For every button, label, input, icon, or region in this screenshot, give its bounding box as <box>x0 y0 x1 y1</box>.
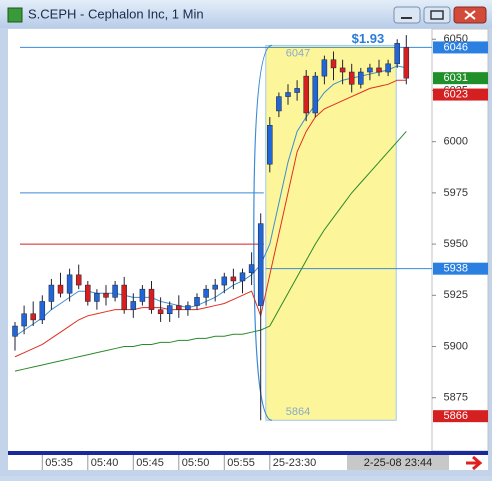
x-tick-label: 05:45 <box>136 457 164 469</box>
candle-body <box>403 47 410 79</box>
candle-body <box>394 43 400 65</box>
price-marker <box>433 410 488 423</box>
candle-body <box>212 284 218 290</box>
app-icon <box>7 7 23 23</box>
cursor-time: 2-25-08 23:44 <box>364 457 433 469</box>
candle-body <box>330 59 337 69</box>
candle-body <box>230 276 237 282</box>
candle-body <box>248 264 255 274</box>
candle-body <box>130 301 137 310</box>
candle-body <box>176 305 182 310</box>
candle-body <box>303 75 309 114</box>
price-marker-label: 6046 <box>444 41 468 53</box>
y-tick-label: 5950 <box>444 238 468 250</box>
selection-box <box>265 44 397 421</box>
price-marker <box>433 72 488 85</box>
candle-body <box>57 284 64 294</box>
candle-body <box>385 63 391 73</box>
candle-body <box>94 293 100 302</box>
y-tick-label: 5975 <box>444 187 468 199</box>
price-marker-label: 6031 <box>444 72 468 84</box>
candle-body <box>321 59 328 77</box>
y-tick-label: 6000 <box>444 136 468 148</box>
moving-average <box>14 65 407 337</box>
candle-body <box>66 274 73 294</box>
maximize-button[interactable] <box>423 6 451 24</box>
candle-body <box>358 71 364 85</box>
candle-body <box>148 288 155 310</box>
candle-body <box>221 276 228 286</box>
change-label: $1.93 <box>352 31 385 46</box>
candle-body <box>139 288 146 302</box>
candle-body <box>276 96 282 112</box>
price-marker <box>433 88 488 101</box>
candle-body <box>85 284 91 302</box>
candle-body <box>121 284 127 310</box>
candle-body <box>285 92 291 97</box>
candle-body <box>30 313 36 321</box>
selection-outline <box>253 44 272 421</box>
y-tick-label: 5900 <box>444 340 468 352</box>
moving-average <box>14 79 407 358</box>
selection-low-label: 5864 <box>286 406 310 418</box>
x-tick-label: 05:55 <box>227 457 255 469</box>
price-marker-label: 6023 <box>444 88 468 100</box>
x-tick-label: 05:35 <box>45 457 73 469</box>
window-title: S.CEPH - Cephalon Inc, 1 Min <box>28 6 204 21</box>
y-tick-label: 5925 <box>444 289 468 301</box>
candle-body <box>203 288 209 298</box>
candle-body <box>257 223 264 306</box>
candle-body <box>348 71 355 85</box>
scroll-bar[interactable] <box>8 451 488 455</box>
candle-body <box>376 67 382 73</box>
candle-body <box>112 284 118 298</box>
maximize-glyph <box>430 10 444 20</box>
candle-body <box>48 284 55 302</box>
candle-body <box>185 305 191 310</box>
chart: 60475864$1.93605060256000597559505925590… <box>12 31 488 470</box>
price-marker-label: 5866 <box>444 410 468 422</box>
cursor-time-box <box>347 455 449 470</box>
candle-body <box>157 309 164 314</box>
moving-average <box>14 131 407 372</box>
candle-body <box>267 125 273 165</box>
candle-body <box>12 325 18 337</box>
y-tick-label: 5875 <box>444 392 468 404</box>
candle-body <box>239 272 246 282</box>
price-marker <box>433 41 488 54</box>
candle-body <box>39 301 46 321</box>
price-marker <box>433 262 488 275</box>
candle-body <box>194 297 200 306</box>
candle-body <box>166 305 173 314</box>
candle-body <box>103 293 109 298</box>
candle-body <box>21 313 27 327</box>
scroll-right-arrow[interactable] <box>466 455 483 471</box>
candle-body <box>75 274 82 286</box>
candle-body <box>294 88 300 93</box>
x-tick-label: 05:50 <box>182 457 210 469</box>
x-tick-label: 25-23:30 <box>273 457 316 469</box>
selection-high-label: 6047 <box>286 47 310 59</box>
close-glyph <box>464 10 476 20</box>
price-marker-label: 5938 <box>444 263 468 275</box>
x-tick-label: 05:40 <box>91 457 119 469</box>
minimize-button[interactable] <box>393 6 421 24</box>
candle-body <box>367 67 373 73</box>
candle-body <box>312 75 319 114</box>
candle-body <box>339 67 346 73</box>
